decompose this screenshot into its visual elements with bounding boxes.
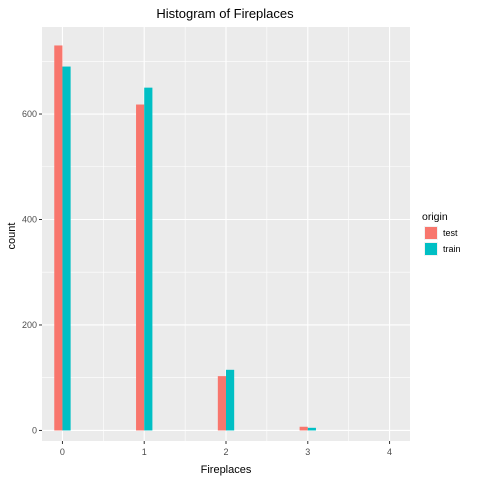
bar-train-3 [307, 427, 316, 431]
bars-layer [54, 45, 316, 431]
legend-title: origin [422, 211, 448, 223]
x-tick-label: 0 [60, 447, 65, 457]
bar-test-3 [299, 426, 308, 431]
legend-label-train: train [443, 244, 461, 254]
x-tick-label: 2 [223, 447, 228, 457]
chart-title: Histogram of Fireplaces [156, 6, 294, 21]
x-axis-ticks: 0 1 2 3 4 [60, 441, 392, 457]
y-axis-title: count [6, 223, 18, 250]
x-tick-label: 4 [387, 447, 392, 457]
x-tick-label: 3 [305, 447, 310, 457]
y-tick-label: 400 [22, 214, 37, 224]
x-tick-label: 1 [142, 447, 147, 457]
bar-train-2 [226, 369, 235, 431]
bar-train-1 [144, 87, 153, 431]
y-tick-label: 600 [22, 109, 37, 119]
y-axis-ticks: 0 200 400 600 [22, 109, 42, 435]
x-axis-title: Fireplaces [201, 464, 252, 476]
bar-test-2 [217, 376, 226, 431]
bar-train-0 [62, 66, 71, 431]
y-tick-label: 200 [22, 320, 37, 330]
y-tick-label: 0 [32, 425, 37, 435]
legend: origin test train [422, 211, 461, 256]
legend-label-test: test [443, 228, 458, 238]
bar-test-1 [136, 104, 145, 431]
legend-swatch-test [425, 227, 437, 239]
bar-test-0 [54, 45, 63, 431]
legend-swatch-train [425, 243, 437, 255]
legend-items: test train [424, 226, 461, 256]
